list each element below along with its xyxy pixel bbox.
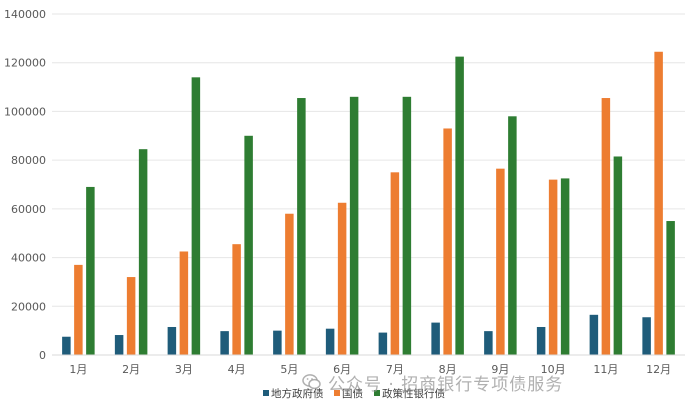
bar	[654, 51, 663, 355]
bar	[179, 251, 189, 355]
x-tick-label: 2月	[122, 363, 140, 376]
bar	[589, 314, 599, 355]
bar	[244, 135, 253, 355]
bar	[496, 168, 505, 355]
bar	[642, 317, 651, 355]
wechat-icon	[302, 374, 321, 390]
bar	[548, 179, 558, 355]
bar	[390, 172, 400, 355]
bar	[431, 322, 440, 355]
x-tick-label: 12月	[646, 363, 671, 376]
legend: 地方政府债 国债 政策性银行债	[263, 387, 445, 400]
bar	[613, 156, 623, 355]
bar	[191, 77, 201, 355]
legend-swatch	[334, 390, 340, 396]
bar	[138, 149, 148, 355]
bar	[114, 335, 124, 355]
y-tick-label: 140000	[4, 8, 46, 21]
y-axis-ticks: 0 20000 40000 60000 80000 100000 120000 140000	[4, 8, 46, 362]
bar	[378, 332, 388, 355]
watermark-text: 公众号 · 招商银行专项债服务	[328, 374, 564, 395]
bar	[443, 128, 452, 355]
legend-label: 政策性银行债	[382, 387, 445, 400]
x-tick-label: 11月	[593, 363, 618, 376]
y-tick-label: 100000	[4, 105, 46, 118]
x-tick-label: 3月	[175, 363, 193, 376]
bar	[126, 277, 136, 355]
y-tick-label: 120000	[4, 57, 46, 70]
gridlines	[52, 13, 685, 307]
bar	[666, 221, 675, 355]
bar	[402, 96, 412, 356]
x-tick-label: 6月	[333, 363, 351, 376]
bar	[285, 213, 294, 355]
bar	[220, 331, 229, 355]
legend-swatch	[374, 390, 380, 396]
bar	[601, 98, 611, 356]
bar	[62, 336, 71, 355]
x-tick-label: 1月	[69, 363, 87, 376]
bar	[74, 264, 83, 355]
bar	[297, 98, 306, 356]
x-tick-label: 4月	[228, 363, 246, 376]
y-tick-label: 60000	[11, 203, 46, 216]
x-tick-label: 8月	[439, 363, 457, 376]
legend-label: 地方政府债	[271, 387, 324, 400]
legend-swatch	[263, 390, 269, 396]
bar	[508, 116, 517, 355]
x-tick-label: 7月	[386, 363, 404, 376]
bar	[325, 328, 335, 355]
x-tick-label: 5月	[280, 363, 298, 376]
y-tick-label: 40000	[11, 252, 46, 265]
bar	[560, 178, 570, 355]
bar	[536, 326, 546, 355]
bar	[349, 96, 359, 356]
x-tick-label: 10月	[541, 363, 566, 376]
bar	[484, 331, 493, 355]
x-axis-ticks: 1月 2月 3月 4月 5月 6月 7月 8月 9月 10月 11月 12月	[69, 363, 671, 376]
bars	[62, 51, 675, 356]
bar	[337, 202, 347, 355]
bar	[86, 186, 95, 355]
bar	[455, 56, 464, 355]
bar	[167, 326, 177, 355]
y-tick-label: 80000	[11, 154, 46, 167]
y-tick-label: 20000	[11, 300, 46, 313]
legend-label: 国债	[342, 387, 363, 400]
bar	[273, 330, 282, 355]
watermark: 公众号 · 招商银行专项债服务	[302, 366, 563, 398]
y-tick-label: 0	[39, 349, 46, 362]
x-tick-label: 9月	[491, 363, 509, 376]
bar	[232, 244, 241, 355]
